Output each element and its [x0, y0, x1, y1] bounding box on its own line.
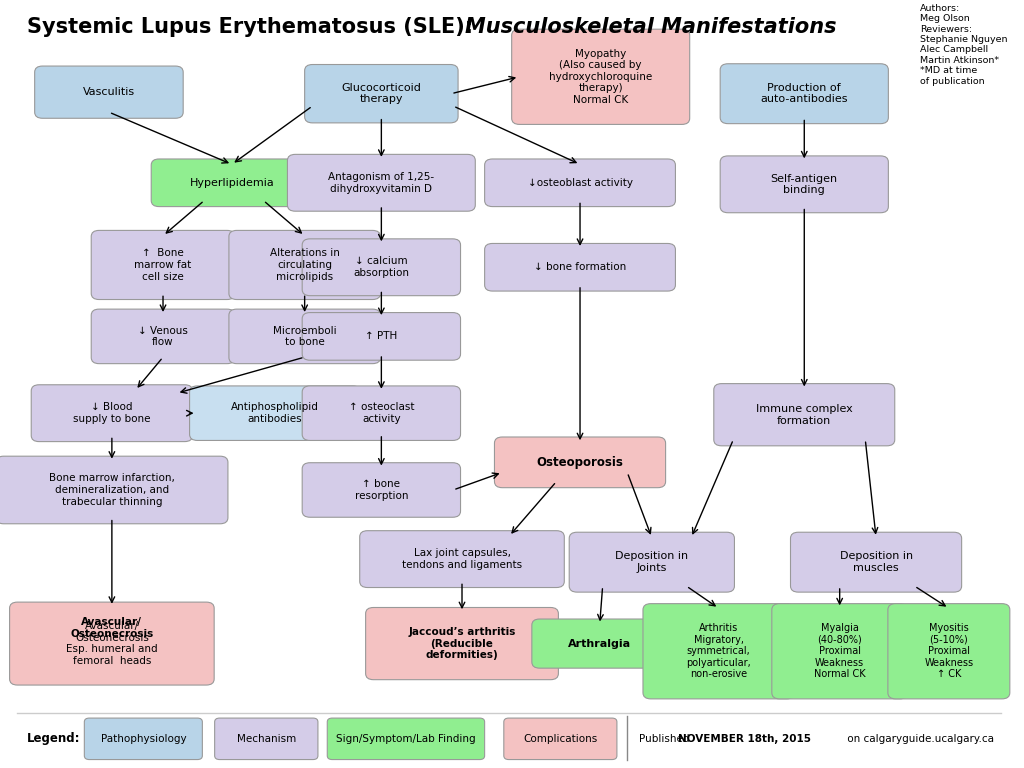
Text: ↓ Venous
flow: ↓ Venous flow [138, 326, 188, 347]
Text: Myopathy
(Also caused by
hydroxychloroquine
therapy)
Normal CK: Myopathy (Also caused by hydroxychloroqu… [549, 48, 652, 105]
Text: ↑ osteoclast
activity: ↑ osteoclast activity [348, 402, 414, 424]
Text: Myositis
(5-10%)
Proximal
Weakness
↑ CK: Myositis (5-10%) Proximal Weakness ↑ CK [925, 623, 974, 680]
Text: ↓ calcium
absorption: ↓ calcium absorption [353, 257, 410, 278]
FancyBboxPatch shape [791, 532, 962, 592]
Text: Authors:
Meg Olson
Reviewers:
Stephanie Nguyen
Alec Campbell
Martin Atkinson*
*M: Authors: Meg Olson Reviewers: Stephanie … [921, 4, 1008, 86]
Text: Vasculitis: Vasculitis [83, 87, 135, 98]
Text: Complications: Complications [523, 733, 597, 744]
FancyBboxPatch shape [31, 385, 193, 442]
FancyBboxPatch shape [720, 156, 889, 213]
FancyBboxPatch shape [91, 309, 234, 363]
FancyBboxPatch shape [215, 718, 317, 760]
FancyBboxPatch shape [288, 154, 475, 211]
Text: Bone marrow infarction,
demineralization, and
trabecular thinning: Bone marrow infarction, demineralization… [49, 473, 175, 507]
Text: Glucocorticoid
therapy: Glucocorticoid therapy [341, 83, 421, 104]
Text: Mechanism: Mechanism [237, 733, 296, 744]
Text: Deposition in
Joints: Deposition in Joints [615, 551, 688, 573]
Text: ↓ bone formation: ↓ bone formation [534, 262, 626, 273]
FancyBboxPatch shape [302, 462, 461, 518]
FancyBboxPatch shape [484, 159, 676, 207]
FancyBboxPatch shape [189, 386, 360, 441]
FancyBboxPatch shape [84, 718, 203, 760]
FancyBboxPatch shape [495, 437, 666, 488]
FancyBboxPatch shape [569, 532, 734, 592]
Text: Published: Published [639, 733, 693, 744]
Text: Arthralgia: Arthralgia [568, 638, 631, 649]
Text: Hyperlipidemia: Hyperlipidemia [189, 177, 274, 188]
FancyBboxPatch shape [328, 718, 484, 760]
Text: Legend:: Legend: [28, 733, 81, 745]
Text: Microemboli
to bone: Microemboli to bone [272, 326, 337, 347]
FancyBboxPatch shape [888, 604, 1010, 699]
Text: Lax joint capsules,
tendons and ligaments: Lax joint capsules, tendons and ligament… [402, 548, 522, 570]
Text: Myalgia
(40-80%)
Proximal
Weakness
Normal CK: Myalgia (40-80%) Proximal Weakness Norma… [814, 623, 865, 680]
Text: ↓osteoblast activity: ↓osteoblast activity [527, 177, 633, 188]
Text: ↑ bone
resorption: ↑ bone resorption [354, 479, 409, 501]
Text: Jaccoud’s arthritis
(Reducible
deformities): Jaccoud’s arthritis (Reducible deformiti… [409, 627, 516, 660]
FancyBboxPatch shape [643, 604, 795, 699]
Text: Pathophysiology: Pathophysiology [100, 733, 186, 744]
FancyBboxPatch shape [512, 29, 690, 124]
FancyBboxPatch shape [0, 456, 228, 524]
FancyBboxPatch shape [359, 531, 564, 588]
Text: ↑  Bone
marrow fat
cell size: ↑ Bone marrow fat cell size [134, 248, 191, 282]
FancyBboxPatch shape [504, 718, 616, 760]
Text: Avascular/
Osteonecrosis
Esp. humeral and
femoral  heads: Avascular/ Osteonecrosis Esp. humeral an… [67, 621, 158, 666]
FancyBboxPatch shape [302, 313, 461, 360]
Text: Alterations in
circulating
microlipids: Alterations in circulating microlipids [269, 248, 340, 282]
FancyBboxPatch shape [302, 386, 461, 441]
FancyBboxPatch shape [302, 239, 461, 296]
Text: Antiphospholipid
antibodies: Antiphospholipid antibodies [231, 402, 319, 424]
FancyBboxPatch shape [229, 309, 380, 363]
FancyBboxPatch shape [152, 159, 312, 207]
Text: Deposition in
muscles: Deposition in muscles [840, 551, 912, 573]
Text: Self-antigen
binding: Self-antigen binding [771, 174, 838, 195]
FancyBboxPatch shape [35, 66, 183, 118]
Text: Arthritis
Migratory,
symmetrical,
polyarticular,
non-erosive: Arthritis Migratory, symmetrical, polyar… [686, 623, 751, 680]
Text: on calgaryguide.ucalgary.ca: on calgaryguide.ucalgary.ca [844, 733, 993, 744]
FancyBboxPatch shape [714, 384, 895, 445]
Text: Musculoskeletal Manifestations: Musculoskeletal Manifestations [465, 17, 837, 37]
FancyBboxPatch shape [531, 619, 668, 668]
FancyBboxPatch shape [720, 64, 889, 124]
Text: Antagonism of 1,25-
dihydroxyvitamin D: Antagonism of 1,25- dihydroxyvitamin D [329, 172, 434, 194]
Text: Systemic Lupus Erythematosus (SLE):: Systemic Lupus Erythematosus (SLE): [28, 17, 480, 37]
Text: Immune complex
formation: Immune complex formation [756, 404, 853, 425]
Text: Osteoporosis: Osteoporosis [537, 456, 624, 468]
FancyBboxPatch shape [91, 230, 234, 300]
Text: ↑ PTH: ↑ PTH [366, 331, 397, 342]
FancyBboxPatch shape [9, 602, 214, 685]
Text: Avascular/
Osteonecrosis: Avascular/ Osteonecrosis [71, 617, 154, 639]
Text: NOVEMBER 18th, 2015: NOVEMBER 18th, 2015 [678, 733, 811, 744]
FancyBboxPatch shape [772, 604, 907, 699]
FancyBboxPatch shape [305, 65, 458, 123]
Text: Sign/Symptom/Lab Finding: Sign/Symptom/Lab Finding [336, 733, 476, 744]
FancyBboxPatch shape [366, 607, 558, 680]
Text: ↓ Blood
supply to bone: ↓ Blood supply to bone [73, 402, 151, 424]
FancyBboxPatch shape [229, 230, 380, 300]
FancyBboxPatch shape [484, 243, 676, 291]
Text: Production of
auto-antibodies: Production of auto-antibodies [761, 83, 848, 104]
